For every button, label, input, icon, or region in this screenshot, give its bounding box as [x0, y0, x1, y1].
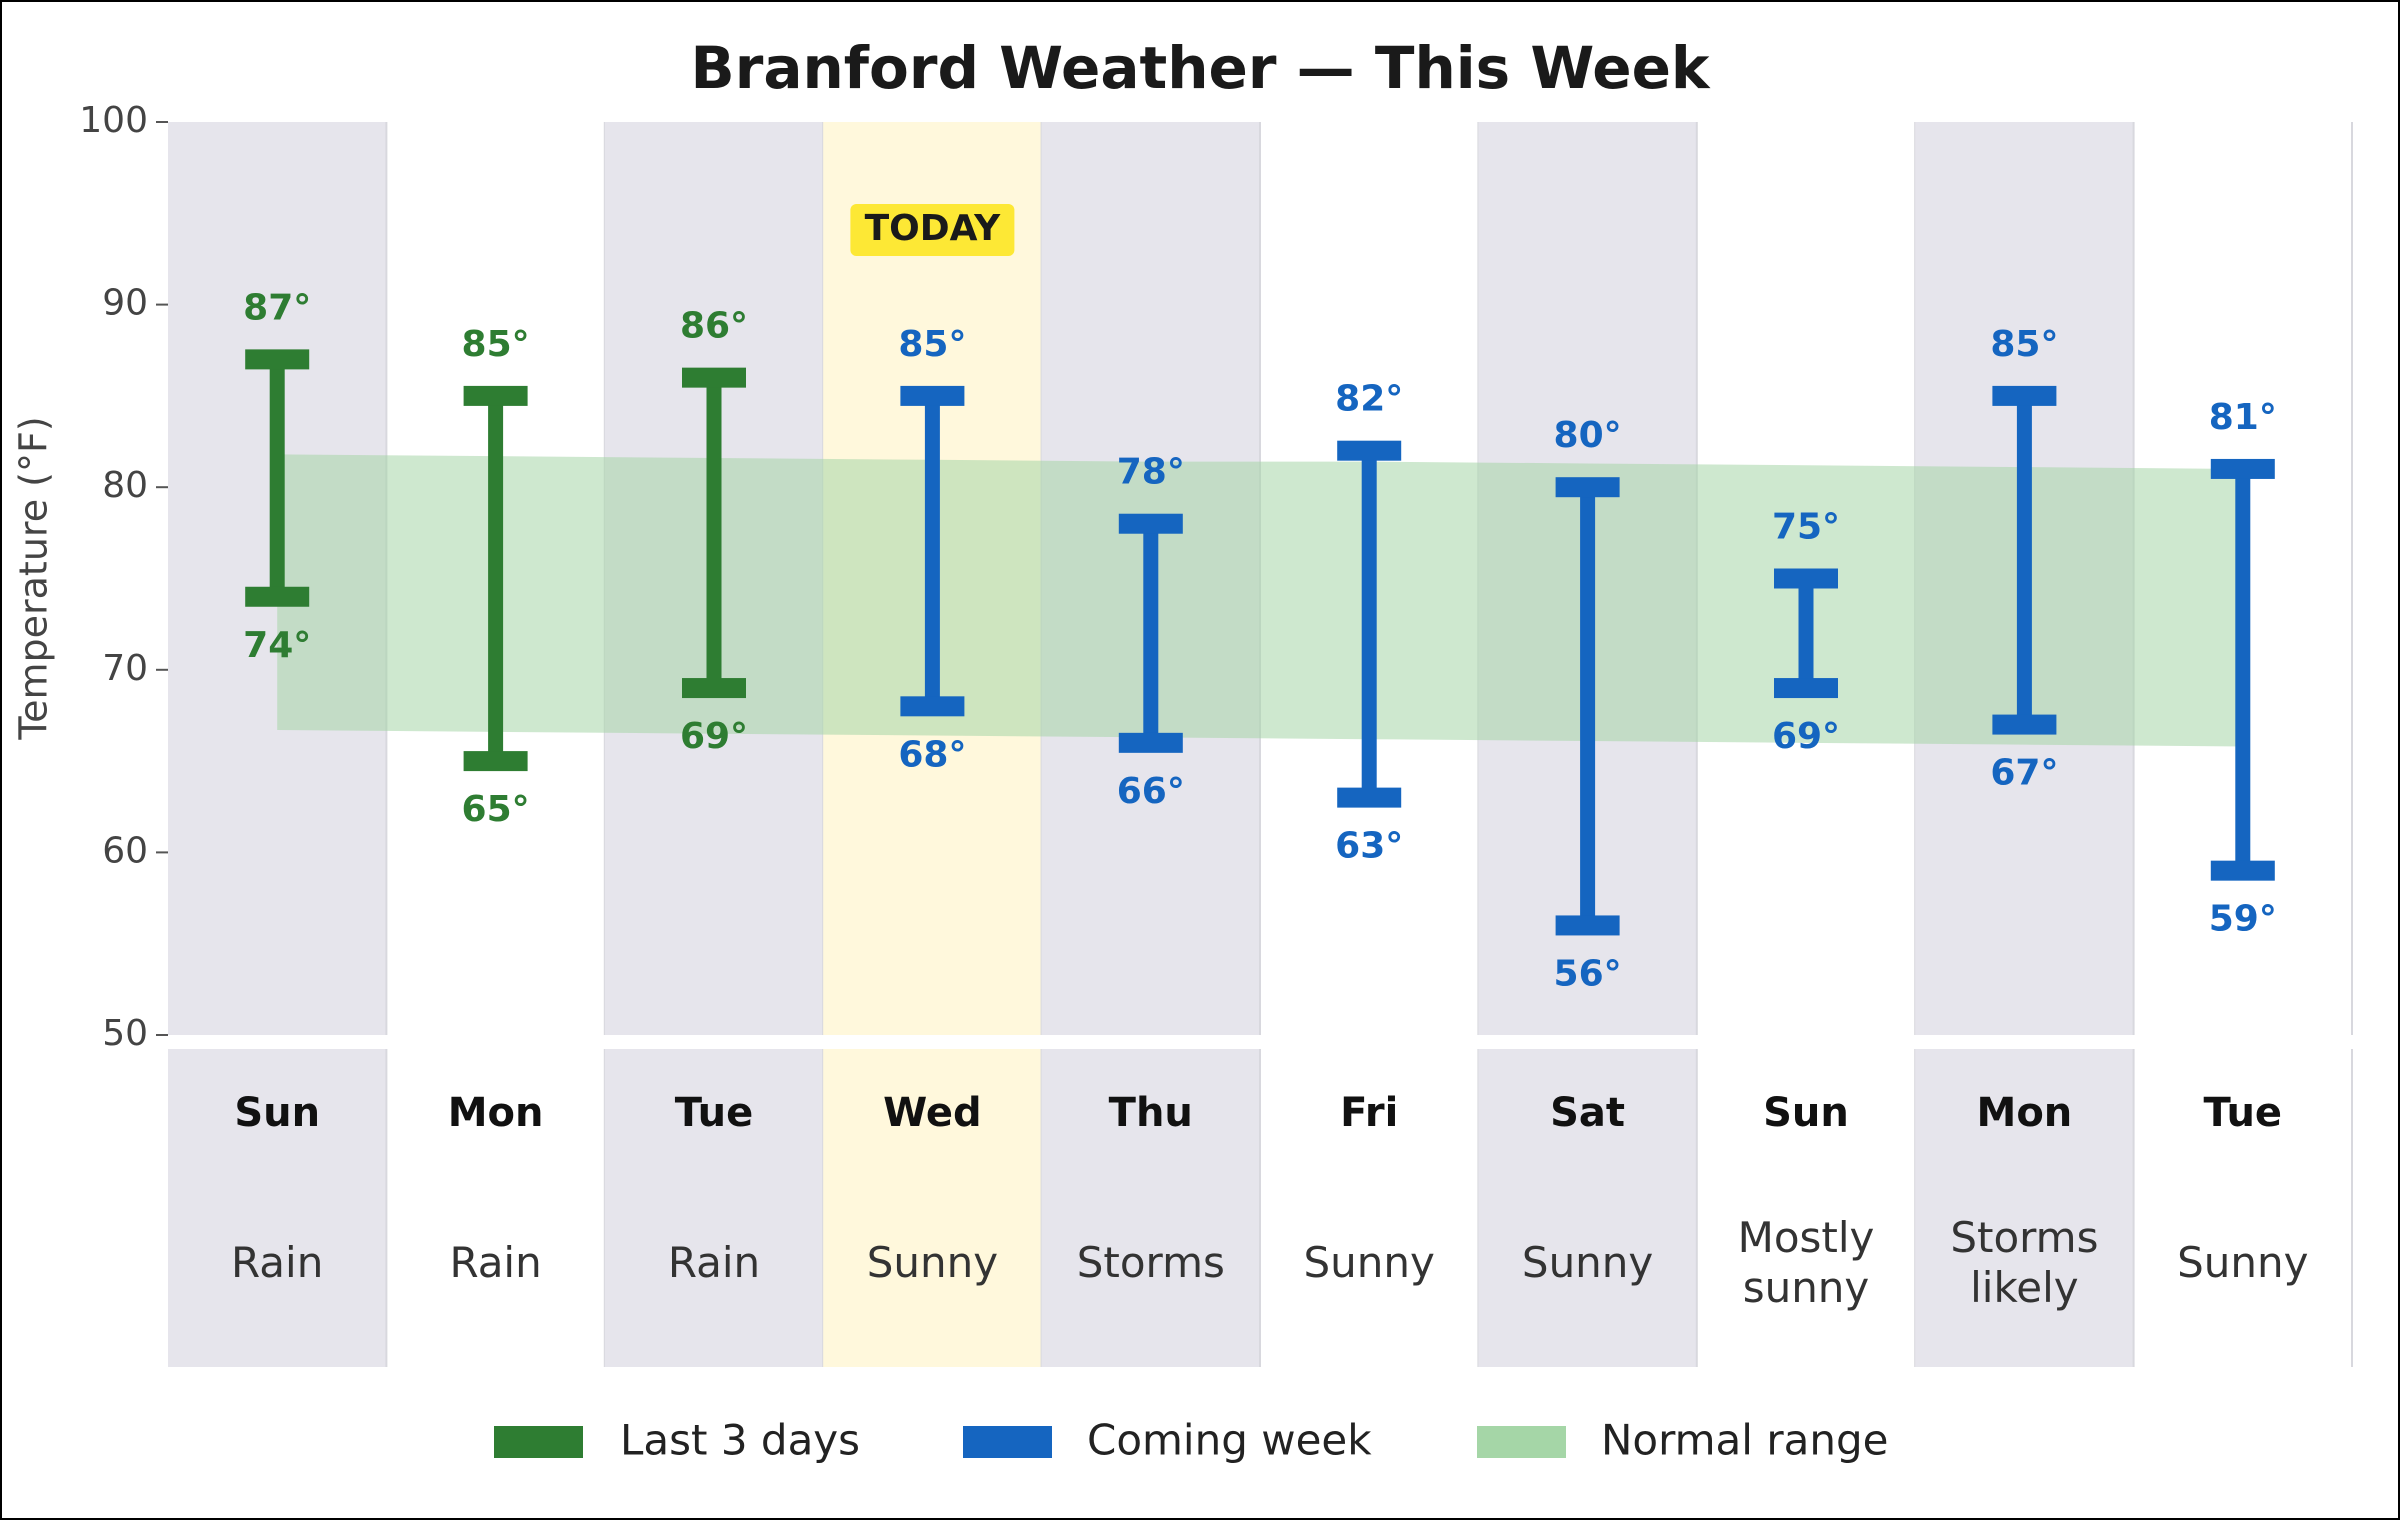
high-label: 86° — [680, 306, 748, 347]
low-cap — [2210, 860, 2275, 881]
legend-label: Last 3 days — [620, 1416, 860, 1465]
y-tick-label: 90 — [102, 283, 148, 324]
high-label: 87° — [243, 287, 311, 328]
low-cap — [1118, 732, 1183, 753]
legend-swatch — [963, 1426, 1052, 1458]
today-badge — [850, 204, 1015, 256]
low-cap — [900, 696, 965, 717]
day-name: Fri — [1340, 1090, 1398, 1136]
y-tick-label: 70 — [102, 648, 148, 689]
today-label: TODAY — [865, 208, 1001, 249]
high-cap — [1992, 385, 2057, 406]
column-shade — [168, 1049, 387, 1367]
high-label: 81° — [2209, 397, 2277, 438]
condition-label: Sunny — [866, 1238, 999, 1287]
condition-label: Sunny — [1521, 1238, 1654, 1287]
condition-label: Rain — [231, 1238, 324, 1287]
condition-label: Rain — [449, 1238, 542, 1287]
chart-title: Branford Weather — This Week — [691, 34, 1711, 102]
condition-label: Storms likely — [1950, 1213, 2099, 1312]
low-cap — [682, 678, 746, 699]
high-label: 78° — [1117, 452, 1185, 493]
high-label: 85° — [462, 324, 530, 365]
high-cap — [1555, 477, 1620, 498]
low-label: 69° — [680, 716, 748, 757]
day-name: Mon — [448, 1090, 544, 1136]
high-label: 82° — [1335, 379, 1403, 420]
normal-range-band — [277, 454, 2243, 747]
high-label: 80° — [1554, 415, 1622, 456]
condition-label: Storms — [1076, 1238, 1225, 1287]
low-cap — [1992, 714, 2057, 735]
low-label: 68° — [898, 734, 966, 775]
high-cap — [463, 385, 528, 406]
condition-label: Rain — [667, 1238, 761, 1287]
day-name: Sun — [1763, 1090, 1849, 1136]
column-shade — [1915, 1049, 2134, 1367]
low-label: 74° — [243, 625, 311, 666]
y-tick-label: 100 — [79, 100, 148, 141]
legend-label: Coming week — [1087, 1416, 1372, 1465]
condition-label: Mostly sunny — [1737, 1213, 1875, 1312]
low-label: 59° — [2209, 899, 2277, 940]
high-cap — [682, 367, 746, 388]
day-name: Tue — [675, 1090, 754, 1136]
low-cap — [1555, 915, 1620, 936]
column-shade — [1041, 1049, 1260, 1367]
day-name: Sun — [234, 1090, 320, 1136]
column-shade — [1478, 1049, 1697, 1367]
low-label: 56° — [1554, 953, 1622, 994]
low-cap — [1337, 787, 1402, 808]
low-label: 65° — [462, 789, 530, 830]
legend-swatch — [1477, 1426, 1566, 1458]
condition-label: Sunny — [2177, 1238, 2309, 1287]
y-axis-label: Temperature (°F) — [12, 416, 56, 740]
column-shade — [823, 1049, 1042, 1367]
low-label: 63° — [1335, 826, 1403, 867]
high-cap — [900, 385, 965, 406]
day-name: Mon — [1977, 1090, 2073, 1136]
y-tick-label: 60 — [102, 830, 148, 871]
column-shade — [604, 1049, 824, 1367]
condition-label: Sunny — [1303, 1238, 1435, 1287]
day-name: Thu — [1109, 1090, 1193, 1136]
legend-swatch — [494, 1426, 583, 1458]
day-name: Tue — [2204, 1090, 2283, 1136]
high-cap — [1118, 513, 1183, 534]
low-cap — [1774, 678, 1838, 699]
low-label: 67° — [1990, 753, 2058, 794]
day-name: Sat — [1550, 1090, 1625, 1136]
day-name: Wed — [883, 1090, 981, 1136]
high-cap — [1774, 568, 1838, 589]
high-cap — [1337, 440, 1402, 461]
y-tick-label: 80 — [102, 465, 148, 506]
high-cap — [245, 349, 310, 370]
y-tick-label: 50 — [102, 1013, 148, 1054]
high-cap — [2210, 458, 2275, 479]
low-cap — [245, 586, 310, 607]
legend-label: Normal range — [1601, 1416, 1888, 1465]
low-cap — [463, 751, 528, 772]
high-label: 85° — [898, 324, 966, 365]
low-label: 69° — [1772, 716, 1840, 757]
high-label: 75° — [1772, 507, 1840, 548]
high-label: 85° — [1990, 324, 2058, 365]
low-label: 66° — [1117, 771, 1185, 812]
